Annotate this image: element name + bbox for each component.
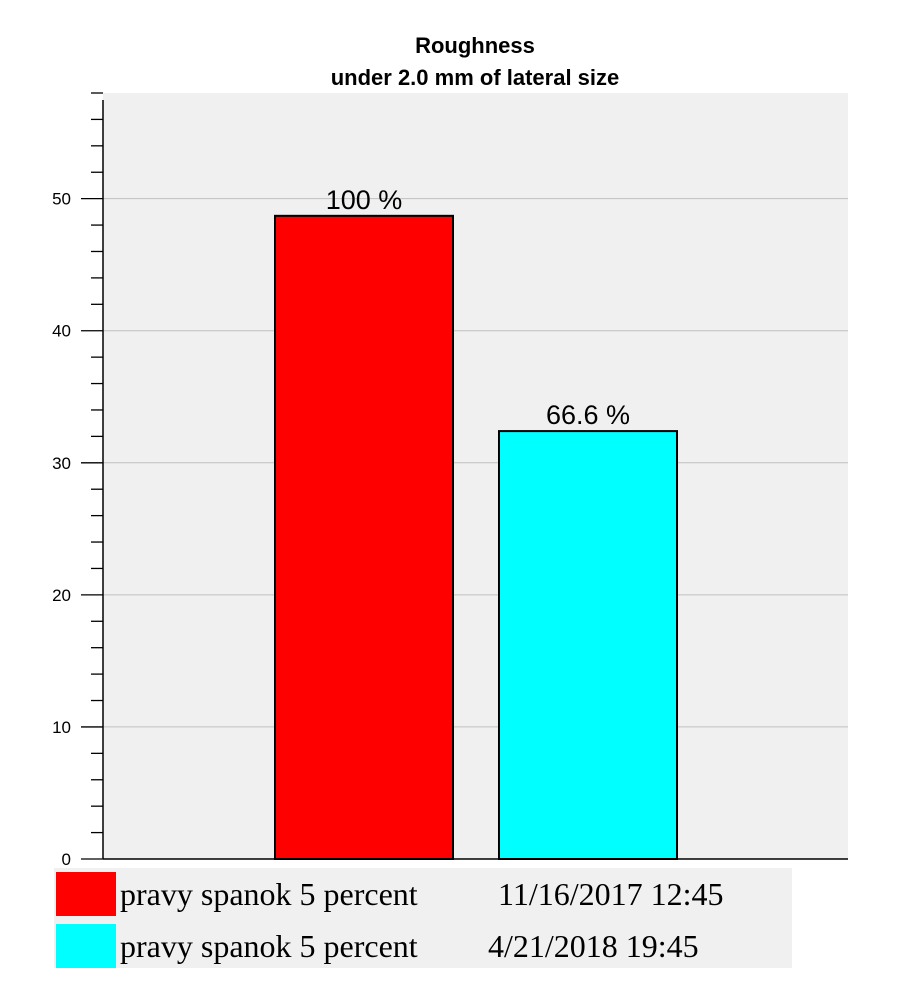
legend-series-name: pravy spanok 5 percent <box>120 876 418 912</box>
y-axis: 0 10 20 30 40 50 <box>52 92 848 868</box>
chart-subtitle: under 2.0 mm of lateral size <box>331 65 620 90</box>
legend-date: 11/16/2017 12:45 <box>498 876 724 912</box>
y-tick-label: 50 <box>52 190 71 209</box>
legend-swatch <box>56 924 116 968</box>
bar <box>498 430 678 860</box>
y-tick-label: 30 <box>52 454 71 473</box>
legend-date: 4/21/2018 19:45 <box>488 928 699 964</box>
y-tick-label: 10 <box>52 718 71 737</box>
y-tick-label: 0 <box>62 850 71 868</box>
bar <box>274 214 454 860</box>
y-tick-label: 20 <box>52 586 71 605</box>
legend-item: pravy spanok 5 percent 11/16/2017 12:45 <box>54 870 792 916</box>
legend-swatch <box>56 872 116 916</box>
bar-data-label: 66.6 % <box>546 400 630 430</box>
legend: pravy spanok 5 percent 11/16/2017 12:45 … <box>54 868 792 968</box>
chart-title: Roughness <box>415 33 535 58</box>
plot-area <box>103 93 848 859</box>
y-tick-label: 40 <box>52 322 71 341</box>
gridlines <box>103 198 848 728</box>
bar-data-label: 100 % <box>326 185 403 215</box>
legend-item: pravy spanok 5 percent 4/21/2018 19:45 <box>54 922 792 968</box>
bar-chart: Roughness under 2.0 mm of lateral size 1… <box>52 33 848 868</box>
legend-series-name: pravy spanok 5 percent <box>120 928 418 964</box>
bars: 100 % 66.6 % <box>274 185 678 860</box>
